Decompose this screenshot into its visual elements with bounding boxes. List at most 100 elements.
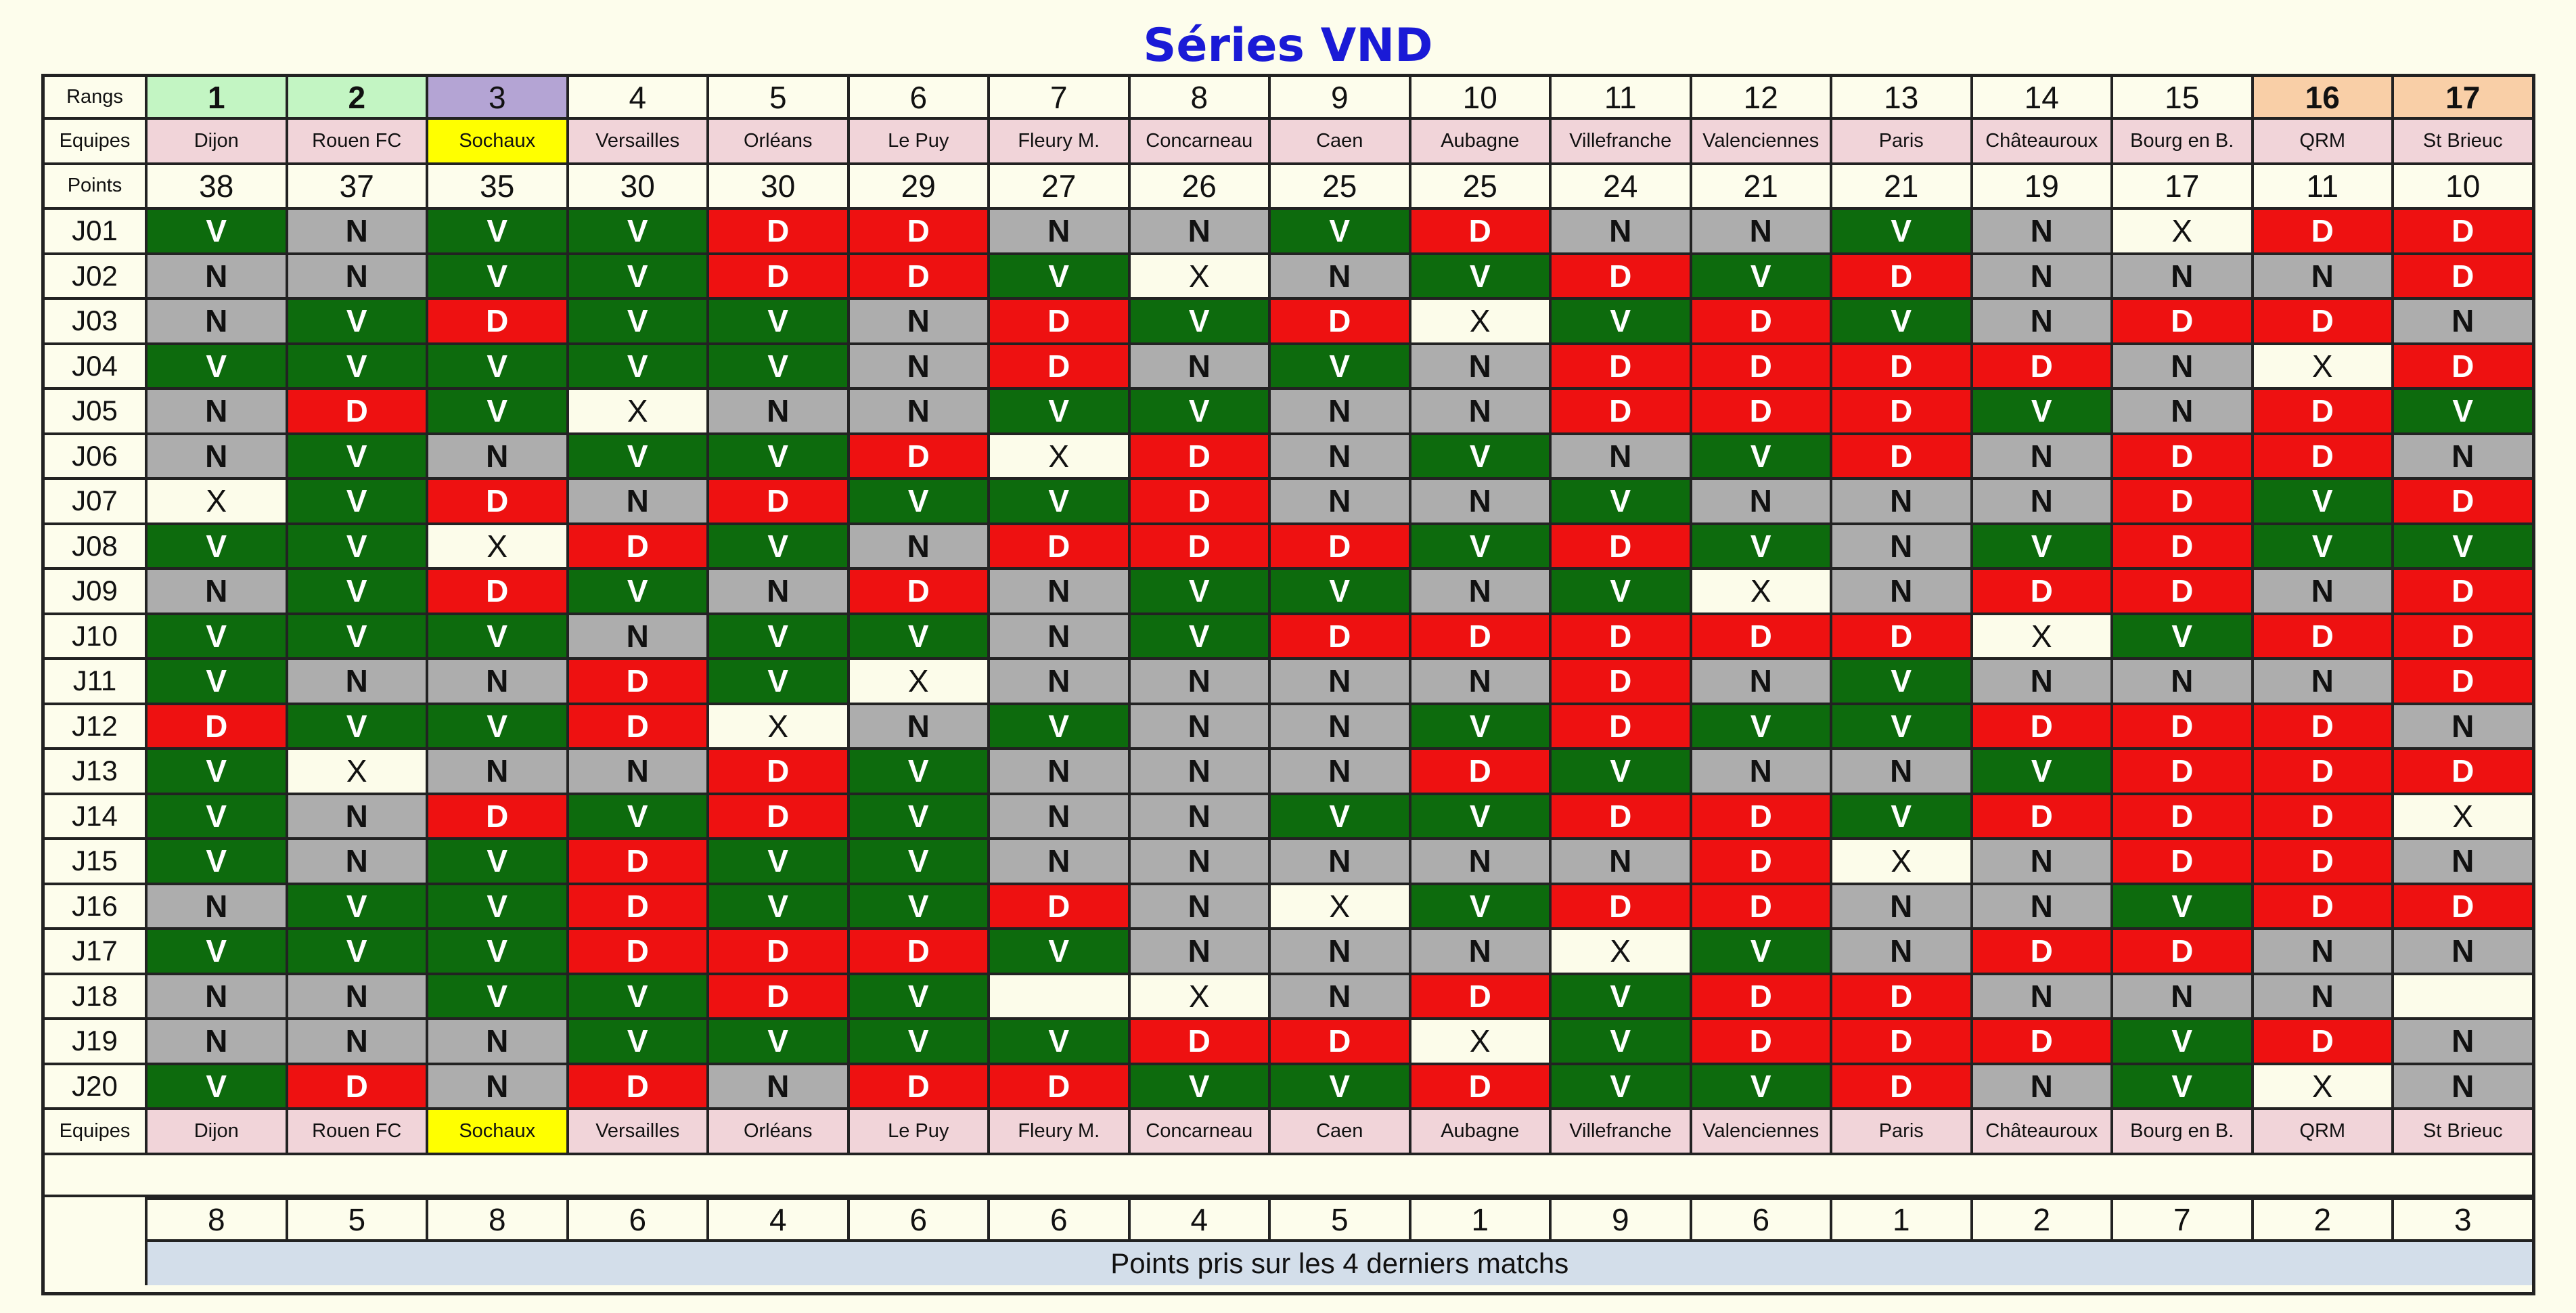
result-cell: N bbox=[1130, 885, 1271, 930]
result-cell: V bbox=[1271, 570, 1411, 615]
result-cell: D bbox=[990, 525, 1131, 570]
result-cell: V bbox=[148, 795, 288, 840]
result-cell: D bbox=[709, 480, 850, 525]
rank-cell: 17 bbox=[2394, 77, 2535, 120]
result-cell: V bbox=[1130, 390, 1271, 435]
result-cell: N bbox=[1411, 480, 1552, 525]
result-cell: D bbox=[148, 705, 288, 750]
result-cell: N bbox=[1130, 750, 1271, 795]
result-cell: X bbox=[2113, 210, 2254, 255]
result-cell: N bbox=[1552, 210, 1692, 255]
team-name-bottom: Villefranche bbox=[1552, 1110, 1692, 1155]
result-cell: N bbox=[1972, 300, 2113, 345]
team-name-bottom: Bourg en B. bbox=[2113, 1110, 2254, 1155]
result-cell: N bbox=[1972, 210, 2113, 255]
last4-points-value: 1 bbox=[1411, 1197, 1552, 1242]
result-cell: V bbox=[2253, 480, 2394, 525]
result-cell: D bbox=[568, 1065, 709, 1110]
result-cell: V bbox=[1692, 435, 1832, 480]
result-cell: V bbox=[148, 210, 288, 255]
result-cell: V bbox=[288, 705, 428, 750]
journee-label: J10 bbox=[45, 615, 148, 660]
result-cell: D bbox=[849, 1065, 990, 1110]
result-cell: V bbox=[709, 1020, 850, 1065]
result-cell: X bbox=[1552, 930, 1692, 975]
result-cell: D bbox=[1552, 525, 1692, 570]
result-cell: N bbox=[148, 1020, 288, 1065]
result-cell: N bbox=[709, 570, 850, 615]
result-cell: X bbox=[148, 480, 288, 525]
result-cell: V bbox=[1552, 480, 1692, 525]
equipes-label-bottom: Equipes bbox=[45, 1110, 148, 1155]
result-cell: X bbox=[2253, 1065, 2394, 1110]
result-cell: D bbox=[1552, 660, 1692, 705]
result-cell: D bbox=[2113, 480, 2254, 525]
result-cell: N bbox=[288, 210, 428, 255]
result-cell: D bbox=[568, 840, 709, 885]
result-cell: N bbox=[990, 615, 1131, 660]
result-cell: V bbox=[849, 1020, 990, 1065]
result-cell: V bbox=[148, 344, 288, 390]
result-cell: D bbox=[1692, 840, 1832, 885]
points-value: 27 bbox=[990, 164, 1131, 210]
journee-label: J01 bbox=[45, 210, 148, 255]
result-cell: D bbox=[2394, 480, 2535, 525]
result-cell: V bbox=[568, 795, 709, 840]
points-value: 30 bbox=[709, 164, 850, 210]
result-cell: V bbox=[1692, 1065, 1832, 1110]
result-cell: V bbox=[1832, 705, 1973, 750]
result-cell: V bbox=[428, 390, 569, 435]
team-name-bottom: Le Puy bbox=[849, 1110, 990, 1155]
result-cell: N bbox=[2113, 975, 2254, 1020]
rank-cell: 2 bbox=[288, 77, 428, 120]
result-cell: V bbox=[568, 975, 709, 1020]
result-cell: D bbox=[2253, 750, 2394, 795]
result-cell: D bbox=[2113, 570, 2254, 615]
result-cell: D bbox=[2253, 300, 2394, 345]
result-cell: D bbox=[428, 795, 569, 840]
result-cell: V bbox=[1692, 254, 1832, 300]
points-value: 37 bbox=[288, 164, 428, 210]
result-cell: D bbox=[1972, 930, 2113, 975]
result-cell: D bbox=[1552, 885, 1692, 930]
result-cell: V bbox=[709, 840, 850, 885]
last4-points-value: 6 bbox=[990, 1197, 1131, 1242]
last4-points-value: 3 bbox=[2394, 1197, 2535, 1242]
result-cell: V bbox=[568, 435, 709, 480]
journee-label: J08 bbox=[45, 525, 148, 570]
result-cell: V bbox=[1411, 435, 1552, 480]
result-cell: V bbox=[849, 750, 990, 795]
last4-points-value: 8 bbox=[428, 1197, 569, 1242]
result-cell: N bbox=[2113, 254, 2254, 300]
result-cell: D bbox=[1832, 344, 1973, 390]
result-cell: D bbox=[1552, 705, 1692, 750]
result-cell: N bbox=[1271, 390, 1411, 435]
result-cell: D bbox=[2113, 525, 2254, 570]
result-cell: D bbox=[1552, 390, 1692, 435]
result-cell: D bbox=[1552, 254, 1692, 300]
points-value: 19 bbox=[1972, 164, 2113, 210]
result-cell: D bbox=[709, 254, 850, 300]
points-value: 25 bbox=[1411, 164, 1552, 210]
result-cell: N bbox=[2394, 435, 2535, 480]
team-name: Versailles bbox=[568, 120, 709, 165]
points-value: 21 bbox=[1832, 164, 1973, 210]
rank-cell: 6 bbox=[849, 77, 990, 120]
result-cell: D bbox=[849, 930, 990, 975]
last4-points-value: 2 bbox=[2253, 1197, 2394, 1242]
result-cell: V bbox=[568, 344, 709, 390]
result-cell: V bbox=[709, 300, 850, 345]
result-cell: V bbox=[1411, 525, 1552, 570]
result-cell: D bbox=[2113, 930, 2254, 975]
result-cell: D bbox=[2253, 840, 2394, 885]
result-cell: D bbox=[709, 210, 850, 255]
journee-label: J05 bbox=[45, 390, 148, 435]
result-cell: V bbox=[1832, 660, 1973, 705]
points-value: 24 bbox=[1552, 164, 1692, 210]
result-cell: V bbox=[990, 390, 1131, 435]
result-cell: D bbox=[1411, 210, 1552, 255]
result-cell: D bbox=[1411, 1065, 1552, 1110]
team-name: Valenciennes bbox=[1692, 120, 1832, 165]
result-cell: N bbox=[1411, 930, 1552, 975]
page-title: Séries VND bbox=[1143, 19, 1433, 72]
